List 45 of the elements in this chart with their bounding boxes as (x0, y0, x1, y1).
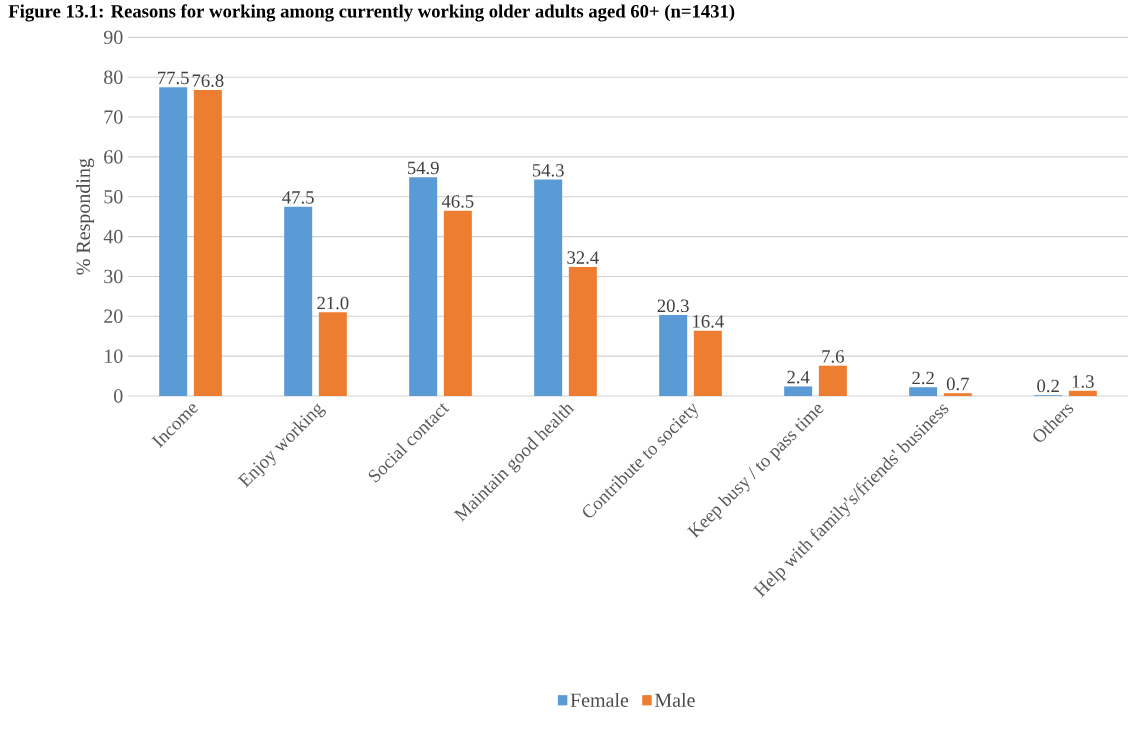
y-tick-label: 20 (104, 309, 123, 324)
data-label: 16.4 (693, 315, 724, 328)
bar (818, 365, 847, 396)
bar (284, 206, 313, 396)
bar (943, 393, 972, 396)
bar (534, 179, 563, 396)
bar (443, 210, 472, 396)
data-label: 2.4 (787, 370, 810, 384)
data-label: 54.3 (532, 164, 564, 177)
legend-label: Male (654, 692, 695, 707)
data-label: 0.7 (946, 377, 969, 391)
y-axis-title: % Responding (75, 158, 95, 275)
y-tick-label: 0 (114, 389, 123, 403)
data-label: 0.2 (1037, 379, 1059, 393)
bar (909, 387, 938, 396)
data-label: 54.9 (407, 161, 439, 175)
data-label: 7.6 (822, 350, 844, 363)
bar (1068, 390, 1097, 396)
data-label: 21.0 (317, 296, 349, 310)
y-tick-label: 90 (103, 30, 123, 45)
bar (318, 312, 347, 396)
data-label: 20.3 (657, 299, 689, 313)
data-label: 76.8 (192, 74, 224, 88)
y-tick-label: 60 (104, 150, 123, 164)
y-tick-label: 30 (104, 269, 123, 284)
bar (193, 89, 222, 396)
data-label: 46.5 (441, 195, 474, 208)
bar (659, 315, 688, 396)
data-label: 1.3 (1072, 375, 1094, 388)
bar (693, 330, 722, 396)
chart-title: Figure 13.1: Reasons for working among currently working older adults aged 60+ (n=1431) (8, 4, 735, 22)
data-label: 32.4 (567, 251, 599, 264)
data-label: 77.5 (158, 71, 189, 85)
legend-label: Female (570, 692, 629, 707)
data-label: 2.2 (912, 371, 934, 385)
y-tick-label: 50 (104, 190, 123, 204)
y-tick-label: 40 (103, 229, 123, 244)
bar (784, 386, 813, 396)
bar (568, 266, 597, 396)
bar (159, 87, 188, 396)
bar (409, 177, 438, 396)
data-label: 47.5 (282, 191, 314, 204)
y-tick-label: 70 (104, 110, 123, 124)
y-tick-label: 80 (104, 70, 123, 84)
y-tick-label: 10 (105, 349, 123, 363)
